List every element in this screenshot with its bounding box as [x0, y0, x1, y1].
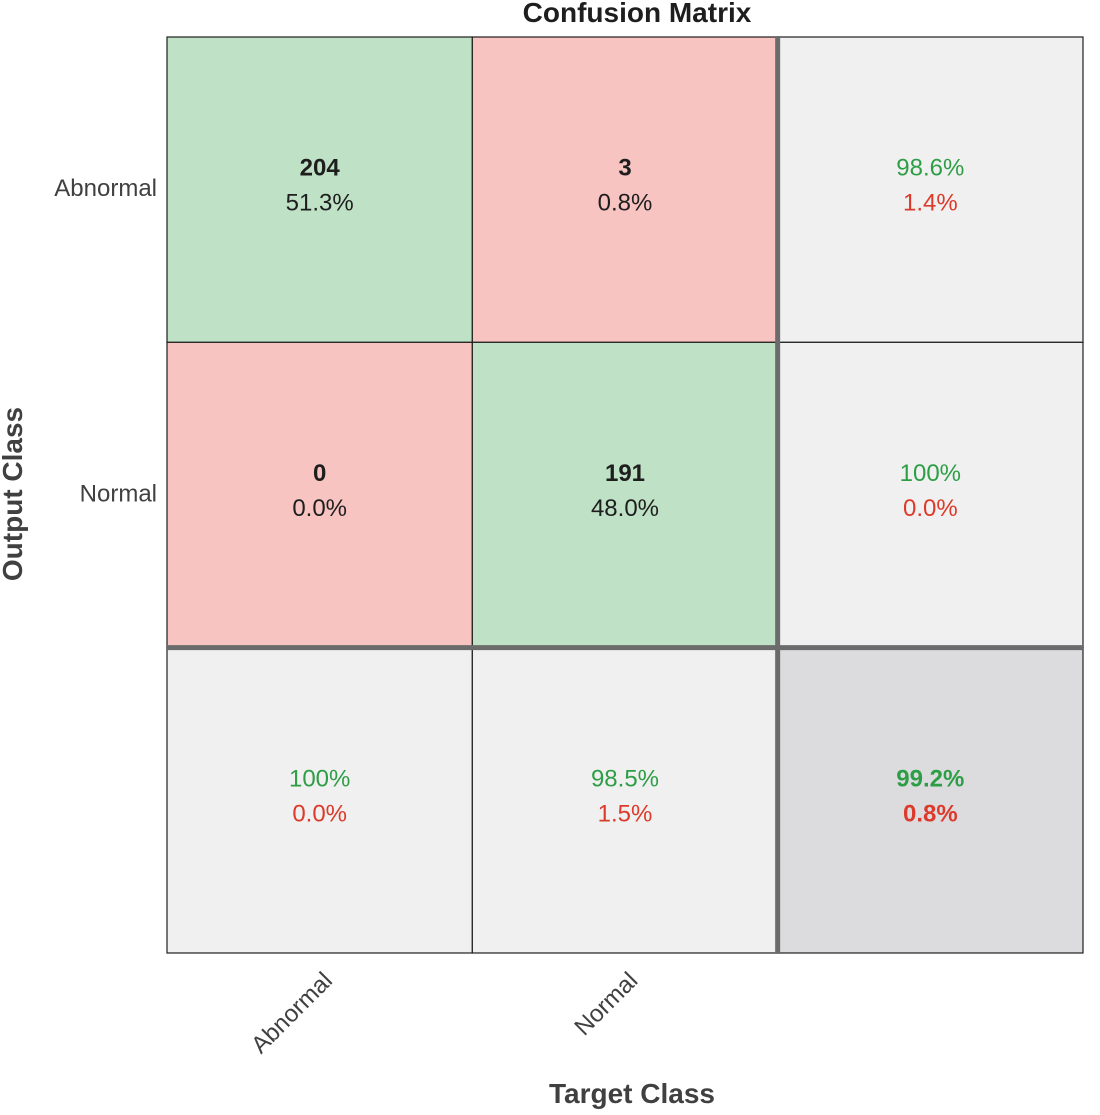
col-tick-label-normal: Normal [569, 967, 643, 1041]
col-summary-1-percent: 1.5% [598, 800, 653, 827]
row-tick-label-normal: Normal [80, 480, 157, 507]
correct-cell-1-1 [471, 341, 779, 649]
cell-0-0-value: 204 [300, 155, 341, 182]
cell-0-0-percent: 51.3% [286, 190, 354, 217]
incorrect-cell-1-0 [166, 341, 473, 649]
row-summary-0-percent: 1.4% [903, 190, 958, 217]
col-summary-cell-1 [471, 647, 779, 954]
overall-value: 99.2% [896, 765, 964, 792]
cell-0-1-value: 3 [618, 155, 631, 182]
row-summary-0-value: 98.6% [896, 155, 964, 182]
chart-title: Confusion Matrix [523, 0, 752, 28]
row-summary-1-value: 100% [900, 460, 961, 487]
col-tick-label-abnormal: Abnormal [246, 967, 338, 1059]
y-axis-label: Output Class [0, 407, 28, 581]
row-tick-label-abnormal: Abnormal [54, 175, 157, 202]
correct-cell-0-0 [166, 36, 473, 343]
row-summary-cell-0 [777, 36, 1084, 343]
incorrect-cell-0-1 [471, 36, 779, 343]
col-summary-1-value: 98.5% [591, 765, 659, 792]
x-axis-label: Target Class [549, 1078, 715, 1109]
col-summary-cell-0 [166, 647, 473, 954]
col-summary-0-value: 100% [289, 765, 350, 792]
cell-1-1-value: 191 [605, 460, 645, 487]
cell-1-1-percent: 48.0% [591, 495, 659, 522]
col-summary-0-percent: 0.0% [292, 800, 347, 827]
overall-percent: 0.8% [903, 800, 958, 827]
row-summary-cell-1 [777, 341, 1084, 649]
row-summary-1-percent: 0.0% [903, 495, 958, 522]
cell-0-1-percent: 0.8% [598, 190, 653, 217]
cell-1-0-percent: 0.0% [292, 495, 347, 522]
cell-1-0-value: 0 [313, 460, 326, 487]
